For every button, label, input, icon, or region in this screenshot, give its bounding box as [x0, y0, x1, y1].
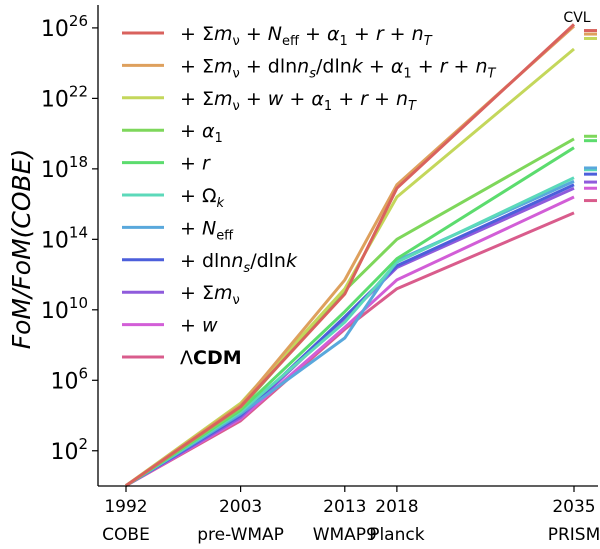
- x-axis-ticks: 1992 COBE 2003 pre-WMAP 2013 WMAP9 2018 Planck 2…: [102, 486, 600, 545]
- y-axis-label: FoM/FoM(COBE): [7, 149, 36, 350]
- legend-label: + α1: [180, 120, 223, 146]
- x-tick-name: PRISM: [548, 525, 600, 545]
- x-tick-label: 2013: [323, 497, 366, 517]
- y-tick-label: 1022: [41, 82, 88, 112]
- x-tick-name: Planck: [369, 525, 425, 545]
- legend-label: + Σmν + Neff + α1 + r + nT: [180, 23, 433, 49]
- x-tick-label: 2018: [375, 497, 418, 517]
- legend-label: + Σmν + dlnns/dlnk + α1 + r + nT: [180, 55, 497, 81]
- legend: + Σmν + Neff + α1 + r + nT + Σmν + dlnns/…: [122, 23, 497, 369]
- x-tick-label: 2003: [219, 497, 262, 517]
- series-line: [125, 23, 576, 487]
- x-tick-label: 2035: [552, 497, 595, 517]
- legend-label: + Ωk: [180, 185, 225, 211]
- y-tick-label: 1018: [41, 153, 88, 183]
- y-tick-label: 1014: [41, 223, 88, 253]
- cvl-label: CVL: [563, 10, 590, 26]
- legend-label: + Σmν + w + α1 + r + nT: [180, 88, 417, 114]
- legend-label: + Neff: [180, 217, 234, 243]
- legend-label: + r: [180, 153, 211, 175]
- plot-lines: [125, 23, 576, 487]
- y-tick-label: 1010: [41, 294, 88, 324]
- x-tick-name: WMAP9: [313, 525, 377, 545]
- y-tick-label: 1026: [41, 12, 88, 42]
- cvl-marks: [584, 29, 597, 203]
- x-tick-name: pre-WMAP: [197, 525, 284, 545]
- x-tick-name: COBE: [102, 525, 150, 545]
- y-axis-ticks: 102 106 1010 1014 1018 1022 1026: [41, 12, 98, 465]
- y-tick-label: 106: [50, 364, 88, 394]
- legend-label: + w: [180, 315, 218, 337]
- x-tick-label: 1992: [104, 497, 147, 517]
- legend-label: + Σmν: [180, 282, 240, 308]
- legend-label: + dlnns/dlnk: [180, 250, 298, 276]
- y-tick-label: 102: [50, 435, 88, 465]
- legend-label: ΛCDM: [180, 347, 242, 369]
